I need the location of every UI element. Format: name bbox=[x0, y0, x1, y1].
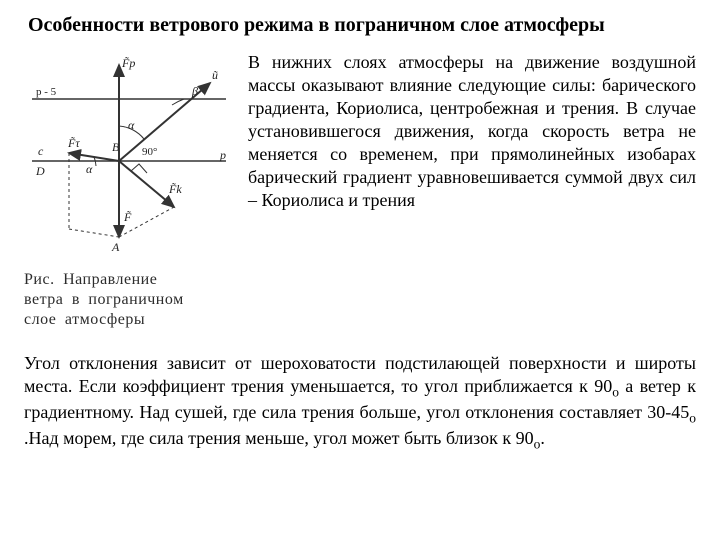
figure-caption: Рис. Направление ветра в пограничном сло… bbox=[24, 270, 234, 330]
label-Ftau: F̃τ bbox=[67, 136, 80, 150]
figure-column: F̃p p - 5 ũ β α 90° c D B F̃τ α F̃ F̃k … bbox=[24, 51, 234, 330]
wind-vector-diagram: F̃p p - 5 ũ β α 90° c D B F̃τ α F̃ F̃k … bbox=[24, 51, 234, 261]
label-F: F̃ bbox=[123, 210, 132, 224]
label-c: c bbox=[38, 144, 44, 158]
label-beta: β bbox=[191, 84, 198, 98]
label-alpha1: α bbox=[128, 118, 135, 132]
label-p-minus-5: p - 5 bbox=[36, 86, 57, 98]
label-u: ũ bbox=[212, 68, 218, 82]
page-title: Особенности ветрового режима в пограничн… bbox=[28, 14, 696, 37]
label-alpha2: α bbox=[86, 162, 93, 176]
pb-part1: Угол отклонения зависит от шероховатости… bbox=[24, 353, 696, 396]
label-D: D bbox=[35, 164, 45, 178]
label-ninety: 90° bbox=[142, 146, 157, 158]
label-A: A bbox=[111, 240, 120, 254]
paragraph-bottom: Угол отклонения зависит от шероховатости… bbox=[24, 352, 696, 453]
label-Fp: F̃p bbox=[121, 56, 135, 70]
label-Fk: F̃k bbox=[168, 182, 182, 196]
figure-caption-line2: ветра в пограничном bbox=[24, 291, 184, 308]
paragraph-right: В нижних слоях атмосферы на движение воз… bbox=[248, 51, 696, 212]
pb-part3: .Над морем, где сила трения меньше, угол… bbox=[24, 428, 534, 448]
pb-deg2: о bbox=[689, 410, 696, 425]
label-p: p bbox=[219, 148, 226, 162]
pb-part4: . bbox=[540, 428, 545, 448]
label-B: B bbox=[112, 140, 120, 154]
page: Особенности ветрового режима в пограничн… bbox=[0, 0, 720, 463]
content-row: F̃p p - 5 ũ β α 90° c D B F̃τ α F̃ F̃k … bbox=[24, 51, 696, 330]
figure-caption-line1: Рис. Направление bbox=[24, 271, 157, 288]
figure-caption-line3: слое атмосферы bbox=[24, 311, 145, 328]
pb-deg1: о bbox=[612, 385, 619, 400]
